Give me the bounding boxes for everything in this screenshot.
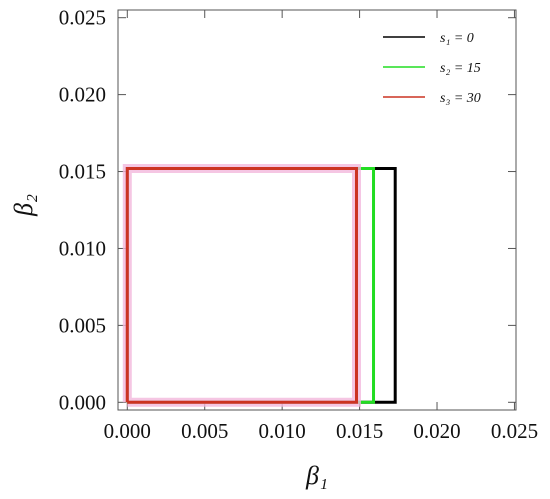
x-tick-label: 0.000 bbox=[104, 419, 151, 443]
region-outline bbox=[125, 166, 376, 404]
legend-label: s₃ = 30 bbox=[440, 91, 481, 106]
legend-label: s₂ = 15 bbox=[440, 61, 481, 76]
plot-frame bbox=[117, 9, 517, 411]
region-glow bbox=[122, 163, 361, 407]
x-tick-label: 0.015 bbox=[336, 419, 383, 443]
y-axis-label: β₂ bbox=[9, 194, 38, 217]
y-tick-label: 0.010 bbox=[59, 236, 106, 260]
y-tick-label: 0.005 bbox=[59, 313, 106, 337]
x-tick-label: 0.010 bbox=[259, 419, 306, 443]
y-tick-label: 0.000 bbox=[59, 390, 106, 414]
y-tick-label: 0.015 bbox=[59, 160, 106, 184]
x-tick-label: 0.025 bbox=[491, 419, 538, 443]
region-outline bbox=[125, 166, 358, 404]
x-tick-label: 0.020 bbox=[413, 419, 460, 443]
x-tick-label: 0.005 bbox=[181, 419, 228, 443]
x-axis-label: β₁ bbox=[305, 461, 328, 490]
y-tick-label: 0.025 bbox=[59, 6, 106, 30]
legend-label: s₁ = 0 bbox=[440, 31, 474, 46]
y-tick-label: 0.020 bbox=[59, 83, 106, 107]
